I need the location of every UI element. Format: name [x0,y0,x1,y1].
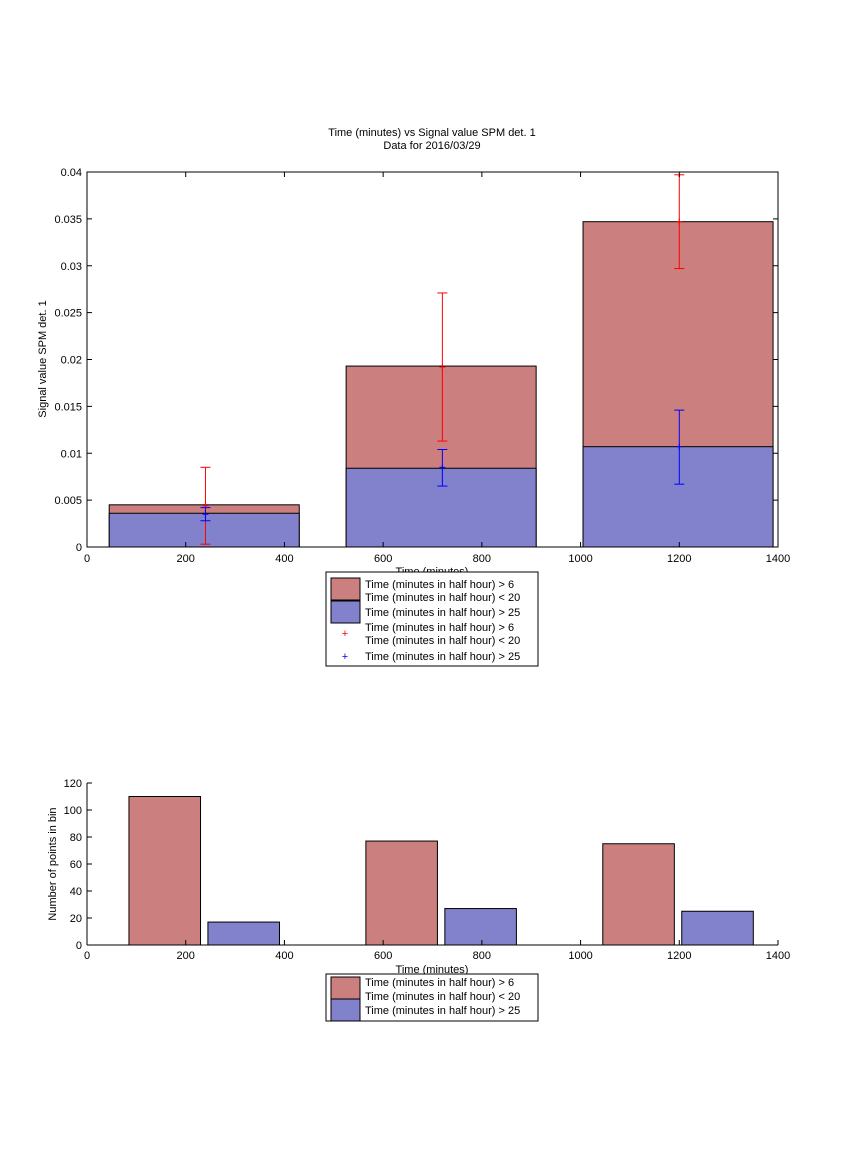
x-tick-label: 1200 [667,553,691,565]
bar [681,910,754,946]
count-chart-legend: Time (minutes in half hour) > 6 Time (mi… [325,973,539,1022]
x-tick-label: 600 [374,950,392,962]
chart-subtitle: Data for 2016/03/29 [383,140,480,152]
legend-label-range6-20-line2: Time (minutes in half hour) < 20 [365,991,520,1003]
y-tick-label: 0.035 [54,214,82,226]
legend-label-err-gt25: Time (minutes in half hour) > 25 [365,651,520,663]
x-tick-label: 800 [473,553,491,565]
legend-box [325,571,539,667]
legend-label-err-range6-20-line2: Time (minutes in half hour) < 20 [365,635,520,647]
signal-chart: Time (minutes) vs Signal value SPM det. … [37,127,790,667]
legend-label-range6-20-line2: Time (minutes in half hour) < 20 [365,592,520,604]
y-tick-label: 0.01 [61,448,82,460]
legend-marker-blue-errorbar: + [342,651,348,663]
x-tick-label: 1400 [766,950,790,962]
y-tick-label: 0.015 [54,401,82,413]
legend-swatch-range6-20 [330,577,361,601]
y-tick-label: 0 [76,542,82,554]
y-tick-label: 0.005 [54,495,82,507]
x-tick-label: 400 [275,950,293,962]
y-tick-label: 0.025 [54,308,82,320]
legend-marker-red-errorbar: + [342,628,348,640]
y-tick-label: 60 [70,859,82,871]
legend-label-err-range6-20-line1: Time (minutes in half hour) > 6 [365,622,514,634]
chart-title: Time (minutes) vs Signal value SPM det. … [328,127,535,139]
signal-chart-bars [108,221,774,548]
y-tick-label: 80 [70,832,82,844]
x-tick-label: 200 [177,950,195,962]
bar [444,908,517,946]
legend-label-gt25: Time (minutes in half hour) > 25 [365,1005,520,1017]
legend-swatch-gt25 [330,998,361,1022]
x-tick-label: 0 [84,553,90,565]
x-tick-label: 800 [473,950,491,962]
y-tick-label: 0.03 [61,261,82,273]
signal-chart-ylabel: Signal value SPM det. 1 [37,300,49,417]
count-chart-bars [128,796,754,946]
bar [602,843,675,946]
legend-label-range6-20-line1: Time (minutes in half hour) > 6 [365,579,514,591]
bar [345,467,537,548]
signal-chart-errorbars [200,174,685,545]
x-tick-label: 1000 [568,950,592,962]
x-tick-label: 1000 [568,553,592,565]
x-tick-label: 400 [275,553,293,565]
count-chart: 0 200 400 600 800 1000 1200 1400 0 20 40 60 80 100 120… [47,778,791,1022]
signal-chart-legend: Time (minutes in half hour) > 6 Time (mi… [325,571,539,667]
bar [207,921,280,946]
y-tick-label: 0.02 [61,355,82,367]
x-tick-label: 600 [374,553,392,565]
x-tick-label: 200 [177,553,195,565]
x-tick-label: 1400 [766,553,790,565]
legend-label-gt25: Time (minutes in half hour) > 25 [365,607,520,619]
legend-swatch-range6-20 [330,976,361,1000]
x-tick-label: 0 [84,950,90,962]
count-chart-ticks: 0 200 400 600 800 1000 1200 1400 0 20 40 60 80 100 120 [64,778,791,962]
y-tick-label: 120 [64,778,82,790]
y-tick-label: 0.04 [61,167,82,179]
legend-swatch-gt25 [330,600,361,624]
y-tick-label: 20 [70,913,82,925]
bar [128,796,202,946]
legend-box [325,973,539,1022]
y-tick-label: 0 [76,940,82,952]
count-chart-ylabel: Number of points in bin [47,807,59,920]
x-tick-label: 1200 [667,950,691,962]
signal-chart-ticks: 0 200 400 600 800 1000 1200 1400 0 0.005 0.01 0.015… [54,167,790,565]
y-tick-label: 40 [70,886,82,898]
bar [365,840,438,946]
legend-label-range6-20-line1: Time (minutes in half hour) > 6 [365,977,514,989]
count-chart-xlabel: Time (minutes) [396,964,469,976]
bar [582,446,774,548]
bar [108,512,300,548]
y-tick-label: 100 [64,805,82,817]
